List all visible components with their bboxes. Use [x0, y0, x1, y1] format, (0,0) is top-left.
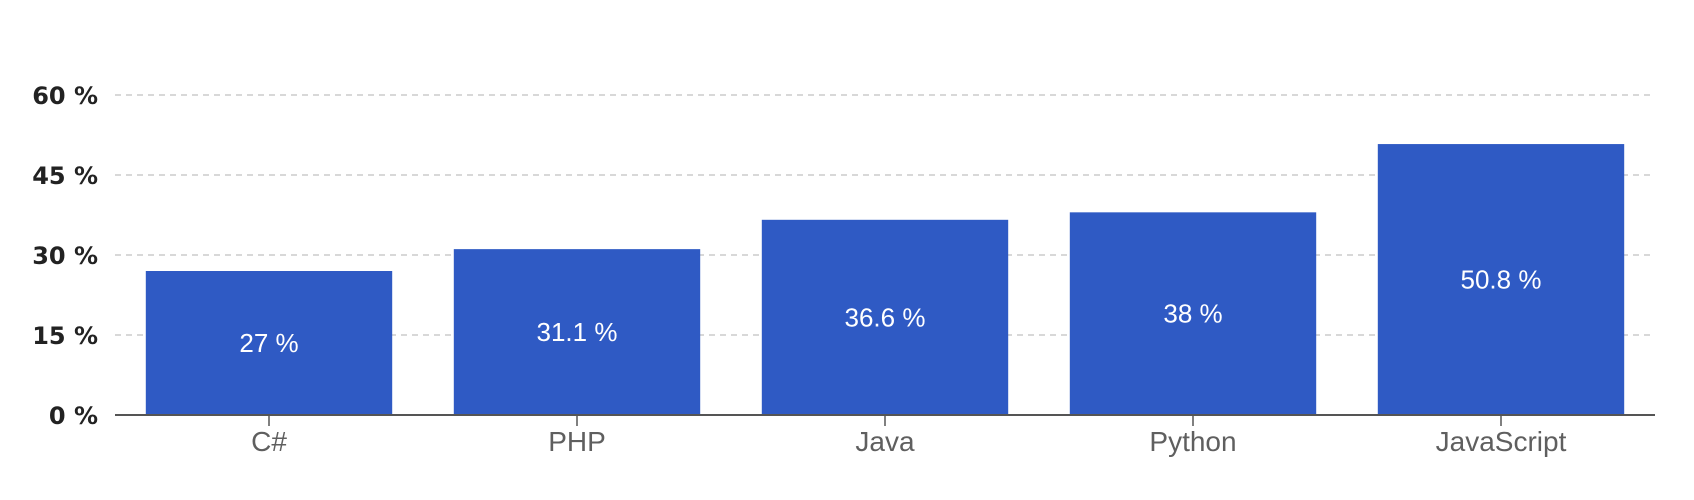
- bar-php: [453, 249, 701, 415]
- bar-series: [145, 144, 1625, 416]
- bar-python: [1069, 212, 1317, 415]
- x-tick-label: C#: [251, 426, 287, 457]
- x-tick-label: Java: [855, 426, 915, 457]
- y-tick-label: 45 %: [32, 162, 98, 190]
- y-axis: 0 % 15 % 30 % 45 % 60 %: [32, 82, 98, 430]
- bar-value-label: 38 %: [1163, 299, 1222, 329]
- bar-value-label: 31.1 %: [537, 317, 618, 347]
- bar-value-label: 27 %: [239, 328, 298, 358]
- x-tick-label: PHP: [548, 426, 606, 457]
- y-tick-label: 30 %: [32, 242, 98, 270]
- bar-value-label: 50.8 %: [1461, 265, 1542, 295]
- x-tick-label: JavaScript: [1436, 426, 1567, 457]
- x-tick-label: Python: [1149, 426, 1236, 457]
- y-tick-label: 60 %: [32, 82, 98, 110]
- bar-c: [145, 271, 393, 415]
- bar-javascript: [1377, 144, 1625, 416]
- bar-value-labels: 27 % 31.1 % 36.6 % 38 % 50.8 %: [239, 265, 1541, 358]
- y-tick-label: 15 %: [32, 322, 98, 350]
- y-tick-label: 0 %: [49, 402, 98, 430]
- bar-java: [761, 219, 1009, 415]
- bar-value-label: 36.6 %: [845, 302, 926, 332]
- x-axis: C# PHP Java Python JavaScript: [115, 414, 1655, 457]
